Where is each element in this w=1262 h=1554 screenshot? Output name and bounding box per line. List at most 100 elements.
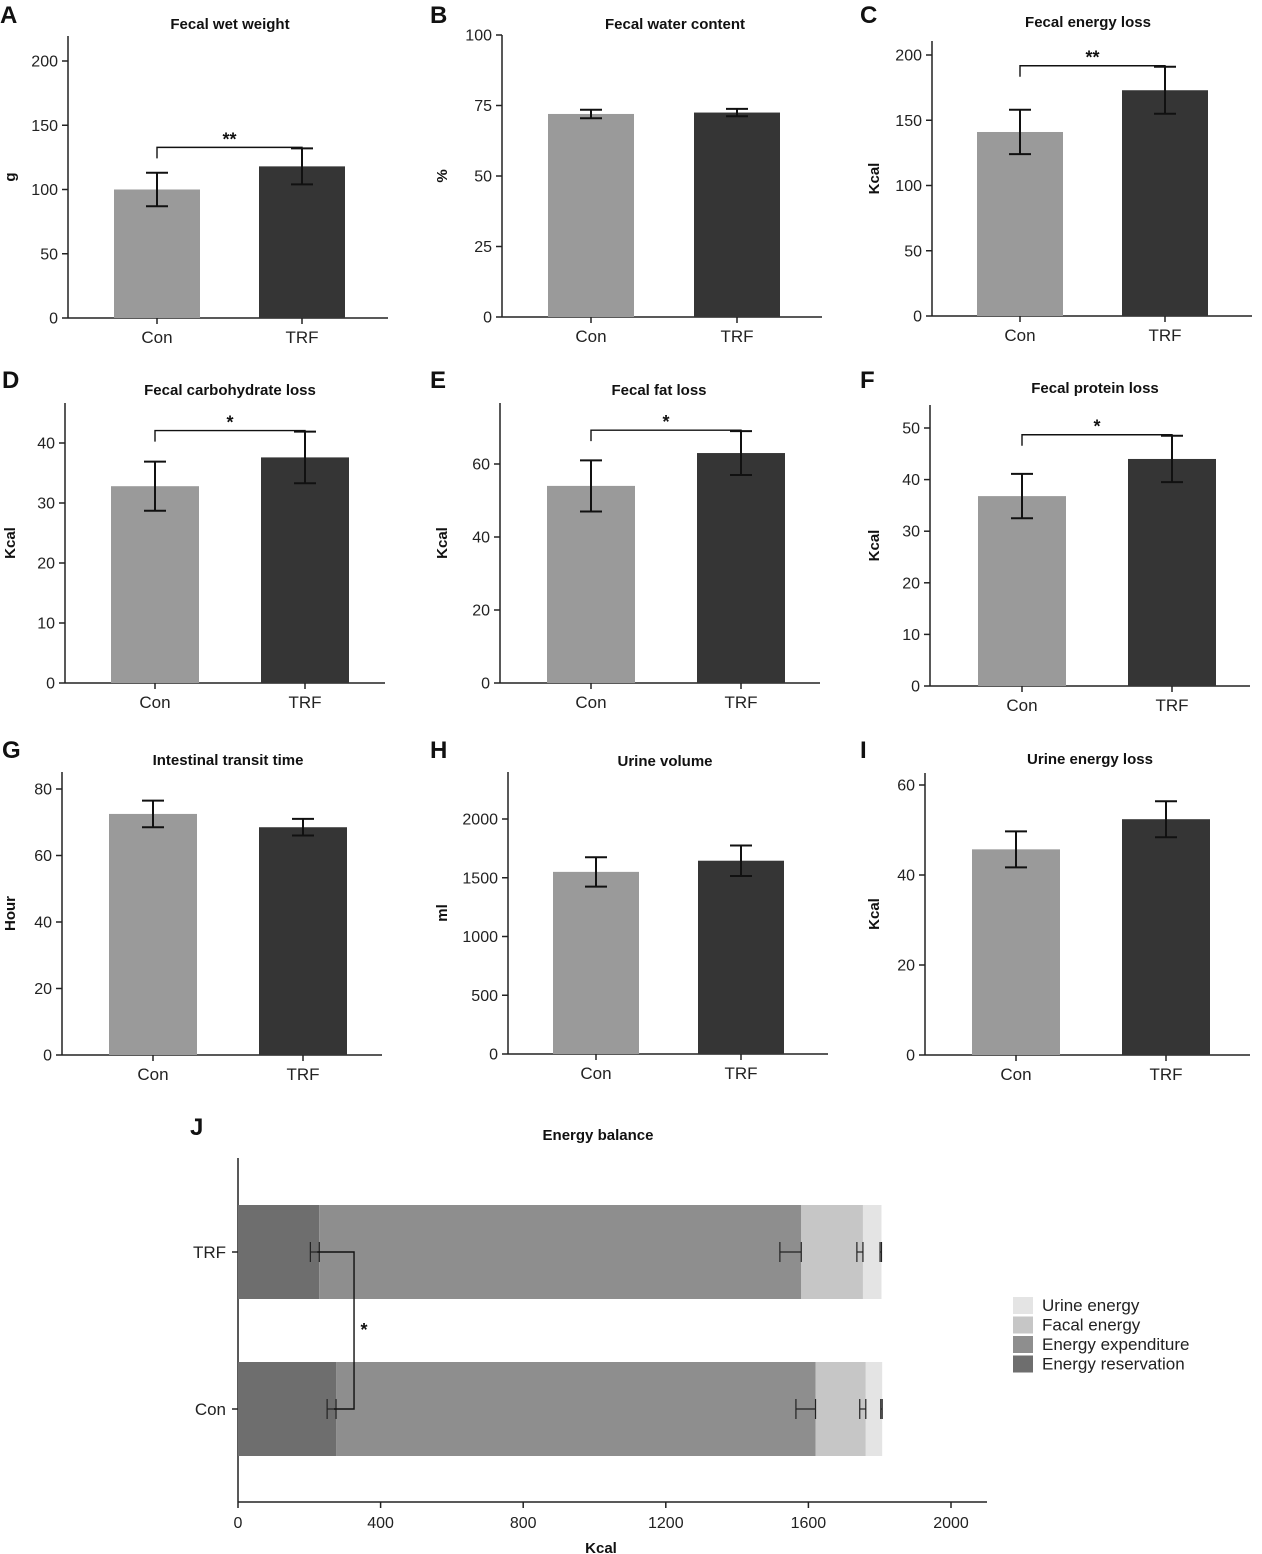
bracket-line [1021,434,1173,446]
significance-bracket: * [317,1251,368,1410]
x-tick-label: 800 [510,1515,537,1532]
bar-con [547,485,635,683]
bar-con [972,849,1060,1055]
bracket-line [590,429,742,442]
bar-trf [259,166,345,318]
y-tick-label: 200 [895,48,922,65]
chart-title: Urine volume [617,753,712,770]
y-tick-label: 10 [902,627,920,644]
bracket-line [317,1251,355,1410]
bar-segment-expenditure-con [336,1362,816,1456]
x-tick-label: 400 [367,1515,394,1532]
panel-letter: G [2,737,21,764]
panel-d: D Fecal carbohydrate loss Kcal 0 10 20 30 40 Con… [2,367,385,712]
bar-trf [698,860,784,1054]
bar-trf [694,112,780,317]
chart-title: Fecal carbohydrate loss [144,382,316,399]
error-bar [859,1399,867,1419]
error-bar [585,856,607,888]
error-bar [144,460,166,512]
y-axis-label: Kcal [866,530,883,562]
panel-j: J Energy balance Kcal 0 400 800 1200 1600 2000 TR… [190,1114,1189,1554]
y-tick-label: 60 [472,457,490,474]
error-bar [1155,800,1177,839]
error-bar [880,1399,883,1419]
chart-title: Energy balance [543,1127,654,1144]
y-tick-label: 0 [481,676,490,693]
y-tick-label: 20 [37,556,55,573]
significance-bracket: * [590,412,742,442]
y-tick-label: 100 [895,178,922,195]
y-tick-label: 0 [489,1047,498,1064]
panel-a: A Fecal wet weight g 0 50 100 150 200 Con TRF ** [0,2,388,347]
panel-c: C Fecal energy loss Kcal 0 50 100 150 200 Con TRF… [860,2,1252,345]
y-tick-label: 80 [34,782,52,799]
bar-segment-urine-con [865,1362,883,1456]
significance-marker: ** [1085,48,1099,68]
chart-title: Fecal water content [605,16,745,33]
chart-title: Fecal wet weight [170,16,289,33]
y-axis-label: Kcal [434,527,451,559]
chart-title: Fecal energy loss [1025,14,1151,31]
y-tick-label: 25 [474,239,492,256]
y-tick-label: 60 [897,778,915,795]
panel-letter: D [2,367,19,394]
x-tick-label: Con [575,327,606,346]
panel-letter: B [430,2,447,29]
x-tick-label: TRF [720,327,753,346]
error-bar [726,107,748,118]
bar-segment-reservation-con [238,1362,337,1456]
bar-con [114,189,200,318]
y-tick-label: 20 [902,575,920,592]
x-tick-label: Con [575,693,606,712]
x-tick-label: TRF [724,1064,757,1083]
y-tick-label: 0 [46,676,55,693]
y-tick-label: 20 [897,958,915,975]
error-bar [879,1242,883,1262]
y-tick-label: 60 [34,848,52,865]
panel-i: I Urine energy loss Kcal 0 20 40 60 Con TRF [860,737,1250,1084]
y-tick-label: 0 [43,1048,52,1065]
bar-con [111,486,199,683]
x-tick-label: Con [137,1065,168,1084]
panel-letter: E [430,367,446,394]
chart-title: Fecal fat loss [611,382,706,399]
y-axis-label: Hour [2,896,19,931]
y-tick-label: 40 [34,915,52,932]
panel-g: G Intestinal transit time Hour 0 20 40 60 80 Con… [2,737,382,1084]
significance-bracket: * [154,413,306,442]
x-tick-label: Con [1004,326,1035,345]
y-tick-label: 40 [897,868,915,885]
bar-segment-fecal-con [815,1362,866,1456]
y-tick-label: 1500 [462,870,498,887]
y-tick-label: 150 [895,113,922,130]
chart-title: Fecal protein loss [1031,380,1159,397]
y-tick-label: 2000 [462,812,498,829]
x-tick-label: TRF [286,1065,319,1084]
x-tick-label: 2000 [933,1515,969,1532]
bracket-line [156,146,303,159]
panel-letter: H [430,737,447,764]
error-bar [730,844,752,877]
panel-f: F Fecal protein loss Kcal 0 10 20 30 40 50 Con TRF… [860,367,1250,715]
y-tick-label: 20 [34,981,52,998]
bar-trf [697,453,785,683]
y-tick-label: 50 [40,246,58,263]
x-axis-label: Kcal [585,1540,617,1554]
x-tick-label: TRF [1148,326,1181,345]
bracket-line [1019,65,1166,77]
y-axis-label: g [2,172,19,181]
y-tick-label: 500 [471,988,498,1005]
error-bar [146,171,168,208]
y-tick-label: 75 [474,98,492,115]
legend-swatch [1013,1297,1033,1314]
chart-title: Urine energy loss [1027,751,1153,768]
error-bar [580,459,602,513]
panel-b: B Fecal water content% 0 25 50 75 100 Con TRF [430,2,822,346]
panel-e: E Fecal fat loss Kcal 0 20 40 60 Con TRF * [430,367,820,712]
significance-bracket: ** [156,129,303,159]
x-tick-label: TRF [285,328,318,347]
y-tick-label: 50 [904,243,922,260]
bar-trf [261,457,349,683]
error-bar [1009,108,1031,156]
